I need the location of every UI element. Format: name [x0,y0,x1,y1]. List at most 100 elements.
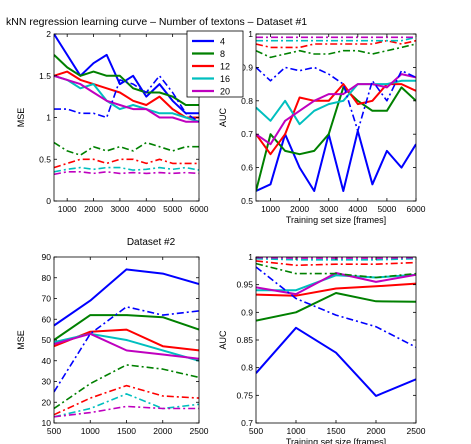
axes-frame [255,33,417,202]
y-axis-label: AUC [218,330,228,350]
x-tick-label: 1500 [117,426,136,436]
x-tick-label: 2000 [367,426,386,436]
series-group [54,34,199,176]
y-tick-label: 0.6 [241,163,253,173]
legend-box [186,30,244,98]
y-tick-label: 0.5 [39,154,51,164]
y-tick-label: 0.8 [241,363,253,373]
series-line-20 [54,74,199,123]
panel-d2-auc: 500 1000 1500 2000 2500 0.7 0.75 0.8 0.85 0.9 0.95… [218,252,426,444]
y-tick-label: 0.8 [241,96,253,106]
series-line-dashdot-7 [54,158,199,169]
series-line-dashdot-8 [54,393,199,418]
x-tick-label: 500 [249,426,263,436]
y-tick-label: 20 [42,397,52,407]
y-tick-label: 0.9 [241,62,253,72]
series-line-8 [256,86,416,192]
x-tick-label: 6000 [190,204,209,214]
plot-area [256,34,416,201]
y-tick-label: 0.95 [236,280,253,290]
series-line-20 [54,332,199,360]
x-tick-label: 3000 [319,204,338,214]
y-tick-label: 70 [42,294,52,304]
series-line-dashdot-5 [256,66,416,132]
series-line-dashdot-7 [256,39,416,49]
plot-area [54,34,199,201]
series-line-dashdot-5 [54,75,199,123]
series-group [54,268,199,418]
series-line-dashdot-6 [54,141,199,156]
y-tick-label: 0.7 [241,418,253,428]
y-tick-label: 2 [46,29,51,39]
x-tick-label: 1500 [327,426,346,436]
y-tick-label: 90 [42,252,52,262]
series-line-4 [256,129,416,192]
series-line-4 [256,326,416,397]
y-tick-label: 1 [248,252,253,262]
y-tick-label: 80 [42,273,52,283]
x-axis-label: Training set size [frames] [286,437,386,444]
y-tick-label: 60 [42,314,52,324]
x-tick-label: 2000 [84,204,103,214]
plot-area [256,257,416,423]
x-tick-label: 5000 [163,204,182,214]
x-tick-label: 4000 [348,204,367,214]
legend-label-20: 20 [220,87,230,97]
series-line-8 [256,292,416,322]
x-tick-label: 5000 [377,204,396,214]
x-tick-label: 1000 [81,426,100,436]
y-tick-label: 10 [42,418,52,428]
y-tick-label: 1 [46,113,51,123]
series-line-dashdot-5 [256,266,416,348]
y-tick-label: 30 [42,377,52,387]
series-line-12 [54,70,199,119]
dataset2-title: Dataset #2 [127,237,176,248]
series-line-4 [54,268,199,327]
legend-label-4: 4 [220,37,225,47]
series-line-dashdot-9 [54,405,199,418]
panel-d1-auc: 1000 2000 3000 4000 5000 6000 0.5 0.6 0.7 0.8 0.9 1… [218,29,426,225]
series-line-16 [256,79,416,126]
y-tick-label: 0.9 [241,307,253,317]
y-tick-label: 1 [248,29,253,39]
series-line-dashdot-6 [256,262,416,279]
series-line-dashdot-7 [54,384,199,416]
y-tick-label: 0.7 [241,129,253,139]
y-tick-label: 0.5 [241,196,253,206]
x-tick-label: 2000 [290,204,309,214]
figure-title: kNN regression learning curve – Number o… [6,16,307,28]
legend-label-8: 8 [220,49,225,59]
y-tick-label: 40 [42,356,52,366]
series-line-dashdot-6 [256,43,416,59]
legend-label-16: 16 [220,74,230,84]
y-tick-label: 0.75 [236,390,253,400]
y-tick-label: 1.5 [39,71,51,81]
y-axis-label: MSE [16,108,26,128]
x-tick-label: 1000 [58,204,77,214]
y-tick-label: 0.85 [236,335,253,345]
x-tick-label: 3000 [110,204,129,214]
panel-d2-mse: 500 1000 1500 2000 2500 10 20 30 40 50 60 70 80 90 MSE [16,252,209,436]
series-line-dashdot-7 [256,260,416,267]
x-tick-label: 2500 [407,426,426,436]
legend: 4 8 12 16 20 [186,30,244,98]
series-line-16 [256,273,416,292]
y-axis-label: AUC [218,108,228,128]
series-line-dashdot-8 [54,166,199,173]
x-tick-label: 1000 [261,204,280,214]
y-axis-label: MSE [16,330,26,350]
series-line-12 [256,282,416,297]
y-tick-label: 50 [42,335,52,345]
series-line-dashdot-5 [54,305,199,393]
x-tick-label: 500 [47,426,61,436]
series-line-dashdot-8 [256,36,416,42]
series-line-8 [54,314,199,341]
y-tick-label: 0 [46,196,51,206]
series-line-dashdot-9 [54,171,199,176]
x-tick-label: 1000 [287,426,306,436]
legend-label-12: 12 [220,62,230,72]
x-tick-label: 2000 [153,426,172,436]
panel-d1-mse: 1000 2000 3000 4000 5000 6000 0 0.5 1 1.5 2 MSE [16,29,209,214]
series-line-20 [256,73,416,146]
